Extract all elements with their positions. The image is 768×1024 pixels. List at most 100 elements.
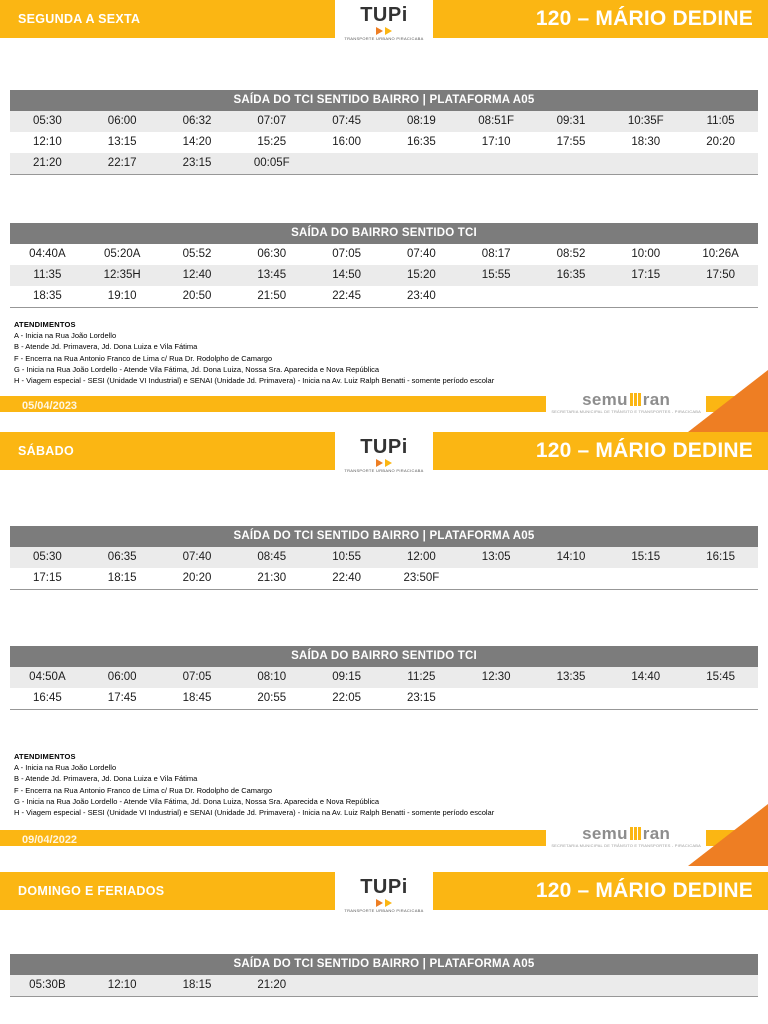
semuttran-bars-icon <box>629 393 641 406</box>
time-cell: 17:10 <box>481 136 511 148</box>
timetable: SAÍDA DO BAIRRO SENTIDO TCI 04:40A 05:20A 0… <box>10 223 758 308</box>
tupi-triangle-icon <box>385 459 392 467</box>
semuttran-wordmark: semu ran <box>551 391 701 408</box>
timetable-title: SAÍDA DO BAIRRO SENTIDO TCI <box>10 223 758 244</box>
time-cell <box>608 286 683 307</box>
note-line: B - Atende Jd. Primavera, Jd. Dona Luiza… <box>14 774 198 784</box>
time-cell: 08:10 <box>257 671 287 683</box>
time-cell: 15:25 <box>257 136 287 148</box>
time-cell: 19:10 <box>107 290 137 302</box>
time-cell <box>534 688 609 709</box>
time-cell: 10:00 <box>631 248 661 260</box>
timetable-row: 17:15 18:15 20:20 21:30 22:40 23:50F <box>10 568 758 589</box>
time-cell: 16:35 <box>556 269 586 281</box>
note-line: F - Encerra na Rua Antonio Franco de Lim… <box>14 785 273 795</box>
tupi-triangle-icon <box>376 899 383 907</box>
time-cell: 07:07 <box>257 115 287 127</box>
timetable-row: 05:30 06:35 07:40 08:45 10:55 12:00 13:05 14:10… <box>10 547 758 568</box>
time-cell: 12:10 <box>33 136 62 148</box>
time-cell: 07:40 <box>407 248 436 260</box>
semuttran-logo: semu ran SECRETARIA MUNICIPAL DE TRÂNSITO … <box>546 824 706 850</box>
time-cell <box>384 975 459 996</box>
time-cell: 07:05 <box>332 248 361 260</box>
timetable-row: 21:20 22:17 23:15 00:05F <box>10 153 758 174</box>
semuttran-bar <box>633 827 637 840</box>
day-label: SÁBADO <box>18 444 74 458</box>
timetable-row: 04:40A 05:20A 05:52 06:30 07:05 07:40 08:17 08:… <box>10 244 758 265</box>
time-cell: 11:25 <box>407 671 436 683</box>
time-cell: 17:15 <box>631 269 661 281</box>
note-line: G - Inicia na Rua João Lordello - Atende… <box>14 364 380 374</box>
route-title: 120 – MÁRIO DEDINE <box>535 7 753 30</box>
time-cell: 11:05 <box>706 115 735 127</box>
notes-block: ATENDIMENTOS A - Inicia na Rua João Lorde… <box>14 320 648 386</box>
timetable-title: SAÍDA DO TCI SENTIDO BAIRRO | PLATAFORMA… <box>10 526 758 547</box>
time-cell: 08:19 <box>407 115 436 127</box>
time-cell: 05:30 <box>33 115 62 127</box>
timetable-title: SAÍDA DO TCI SENTIDO BAIRRO | PLATAFORMA… <box>10 90 758 111</box>
time-cell: 10:35F <box>627 115 664 127</box>
tupi-logo-triangles <box>376 899 392 907</box>
timetable-row: 04:50A 06:00 07:05 08:10 09:15 11:25 12:30 13:3… <box>10 667 758 688</box>
day-label: DOMINGO E FERIADOS <box>18 884 165 898</box>
time-cell: 07:45 <box>332 115 361 127</box>
timetable-title: SAÍDA DO BAIRRO SENTIDO TCI <box>10 646 758 667</box>
time-cell: 21:20 <box>33 157 62 169</box>
time-cell: 16:00 <box>332 136 361 148</box>
time-cell: 06:00 <box>107 115 137 127</box>
time-cell: 23:50F <box>403 572 440 584</box>
time-cell: 10:55 <box>332 551 361 563</box>
time-cell <box>608 688 683 709</box>
tupi-logo: TUPi TRANSPORTE URBANO PIRACICABA <box>335 0 433 58</box>
time-cell: 17:50 <box>706 269 735 281</box>
day-label: SEGUNDA A SEXTA <box>18 12 141 26</box>
semuttran-caption: SECRETARIA MUNICIPAL DE TRÂNSITO E TRANS… <box>551 409 701 414</box>
semuttran-bar <box>637 827 641 840</box>
tupi-logo-text: TUPi <box>360 876 408 898</box>
schedule-section-saturday: SÁBADO TUPi TRANSPORTE URBANO PIRACICABA 12… <box>0 432 768 866</box>
time-cell: 22:17 <box>107 157 137 169</box>
time-cell: 09:31 <box>556 115 586 127</box>
semuttran-text-right: ran <box>642 824 671 843</box>
time-cell: 05:30 <box>33 551 62 563</box>
time-cell: 21:30 <box>257 572 287 584</box>
time-cell: 14:20 <box>182 136 212 148</box>
time-cell: 12:30 <box>481 671 511 683</box>
timetable-row: 05:30B 12:10 18:15 21:20 <box>10 975 758 996</box>
time-cell: 13:05 <box>481 551 511 563</box>
time-cell: 07:05 <box>182 671 212 683</box>
time-cell <box>534 286 609 307</box>
note-line: F - Encerra na Rua Antonio Franco de Lim… <box>14 353 273 363</box>
time-cell: 15:20 <box>407 269 436 281</box>
section-header: DOMINGO E FERIADOS TUPi TRANSPORTE URBANO … <box>0 872 768 930</box>
timetable: SAÍDA DO BAIRRO SENTIDO TCI 04:50A 06:00 07… <box>10 646 758 710</box>
time-cell: 16:15 <box>706 551 735 563</box>
time-cell <box>459 975 534 996</box>
time-cell <box>309 975 384 996</box>
time-cell <box>459 568 534 589</box>
note-line: G - Inicia na Rua João Lordello - Atende… <box>14 796 380 806</box>
time-cell: 05:30B <box>29 979 66 991</box>
route-title: 120 – MÁRIO DEDINE <box>535 439 753 462</box>
timetable-row: 18:35 19:10 20:50 21:50 22:45 23:40 <box>10 286 758 307</box>
semuttran-bar <box>629 827 633 840</box>
time-cell: 16:35 <box>407 136 436 148</box>
time-cell: 12:10 <box>107 979 137 991</box>
time-cell <box>534 568 609 589</box>
time-cell: 08:45 <box>257 551 287 563</box>
time-cell: 06:32 <box>182 115 212 127</box>
semuttran-bar <box>633 393 637 406</box>
time-cell: 09:15 <box>332 671 361 683</box>
time-cell: 22:05 <box>332 692 361 704</box>
time-cell: 22:40 <box>332 572 361 584</box>
time-cell: 18:15 <box>182 979 212 991</box>
semuttran-wordmark: semu ran <box>551 825 701 842</box>
semuttran-bars-icon <box>629 827 641 840</box>
time-cell: 06:00 <box>107 671 137 683</box>
time-cell: 11:35 <box>33 269 62 281</box>
time-cell: 21:50 <box>257 290 287 302</box>
timetable-row: 05:30 06:00 06:32 07:07 07:45 08:19 08:51F 09:3… <box>10 111 758 132</box>
schedule-section-sunday: DOMINGO E FERIADOS TUPi TRANSPORTE URBANO … <box>0 866 768 1024</box>
tupi-logo-text: TUPi <box>360 436 408 458</box>
timetable: SAÍDA DO TCI SENTIDO BAIRRO | PLATAFORMA… <box>10 90 758 175</box>
